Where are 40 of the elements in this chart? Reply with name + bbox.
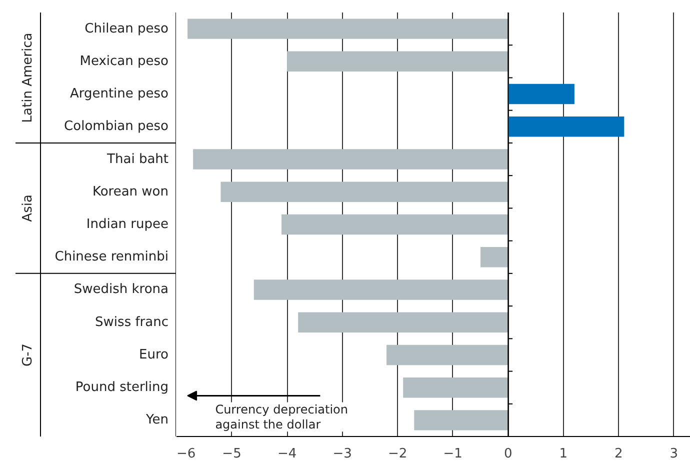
y-tick-label: Chinese renminbi bbox=[54, 250, 169, 265]
y-tick-label: Indian rupee bbox=[86, 217, 168, 232]
y-tick-label: Swiss franc bbox=[95, 314, 169, 330]
bar bbox=[282, 214, 508, 235]
bar bbox=[254, 280, 508, 300]
bar bbox=[287, 51, 508, 72]
bar bbox=[220, 182, 508, 202]
x-tick-label: 2 bbox=[614, 446, 623, 462]
text: Latin America bbox=[20, 32, 36, 123]
bar bbox=[403, 377, 508, 398]
x-tick-label: −3 bbox=[332, 446, 352, 462]
bar bbox=[480, 247, 508, 268]
x-tick-label: 3 bbox=[670, 446, 678, 462]
bar bbox=[298, 312, 508, 332]
y-tick-label: Thai baht bbox=[106, 152, 169, 167]
x-tick-label: 0 bbox=[504, 446, 512, 462]
y-tick-label: Korean won bbox=[92, 184, 169, 200]
y-tick-label: Colombian peso bbox=[64, 119, 169, 134]
bar bbox=[508, 116, 624, 137]
y-tick-label: Yen bbox=[145, 412, 168, 428]
bar bbox=[414, 410, 508, 430]
x-tick-label: 1 bbox=[559, 446, 568, 462]
annotation: Currency depreciation against the dollar bbox=[215, 402, 348, 432]
bar bbox=[193, 149, 508, 170]
text: Asia bbox=[20, 194, 36, 222]
y-tick-label: Mexican peso bbox=[80, 54, 169, 69]
y-tick-label: Argentine peso bbox=[70, 86, 169, 102]
bar bbox=[508, 84, 574, 104]
y-tick-label: Chilean peso bbox=[84, 21, 169, 36]
bar bbox=[386, 344, 508, 366]
y-tick-label: Pound sterling bbox=[75, 380, 169, 396]
x-tick-label: −4 bbox=[277, 446, 297, 462]
y-tick-label: Euro bbox=[139, 347, 169, 362]
x-tick-label: −1 bbox=[443, 446, 462, 462]
bar bbox=[188, 18, 508, 39]
text: G-7 bbox=[20, 343, 36, 366]
x-tick-label: −6 bbox=[176, 446, 196, 462]
x-tick-label: −5 bbox=[222, 446, 242, 462]
x-tick-label: −2 bbox=[388, 446, 408, 462]
y-tick-label: Swedish krona bbox=[74, 282, 169, 298]
